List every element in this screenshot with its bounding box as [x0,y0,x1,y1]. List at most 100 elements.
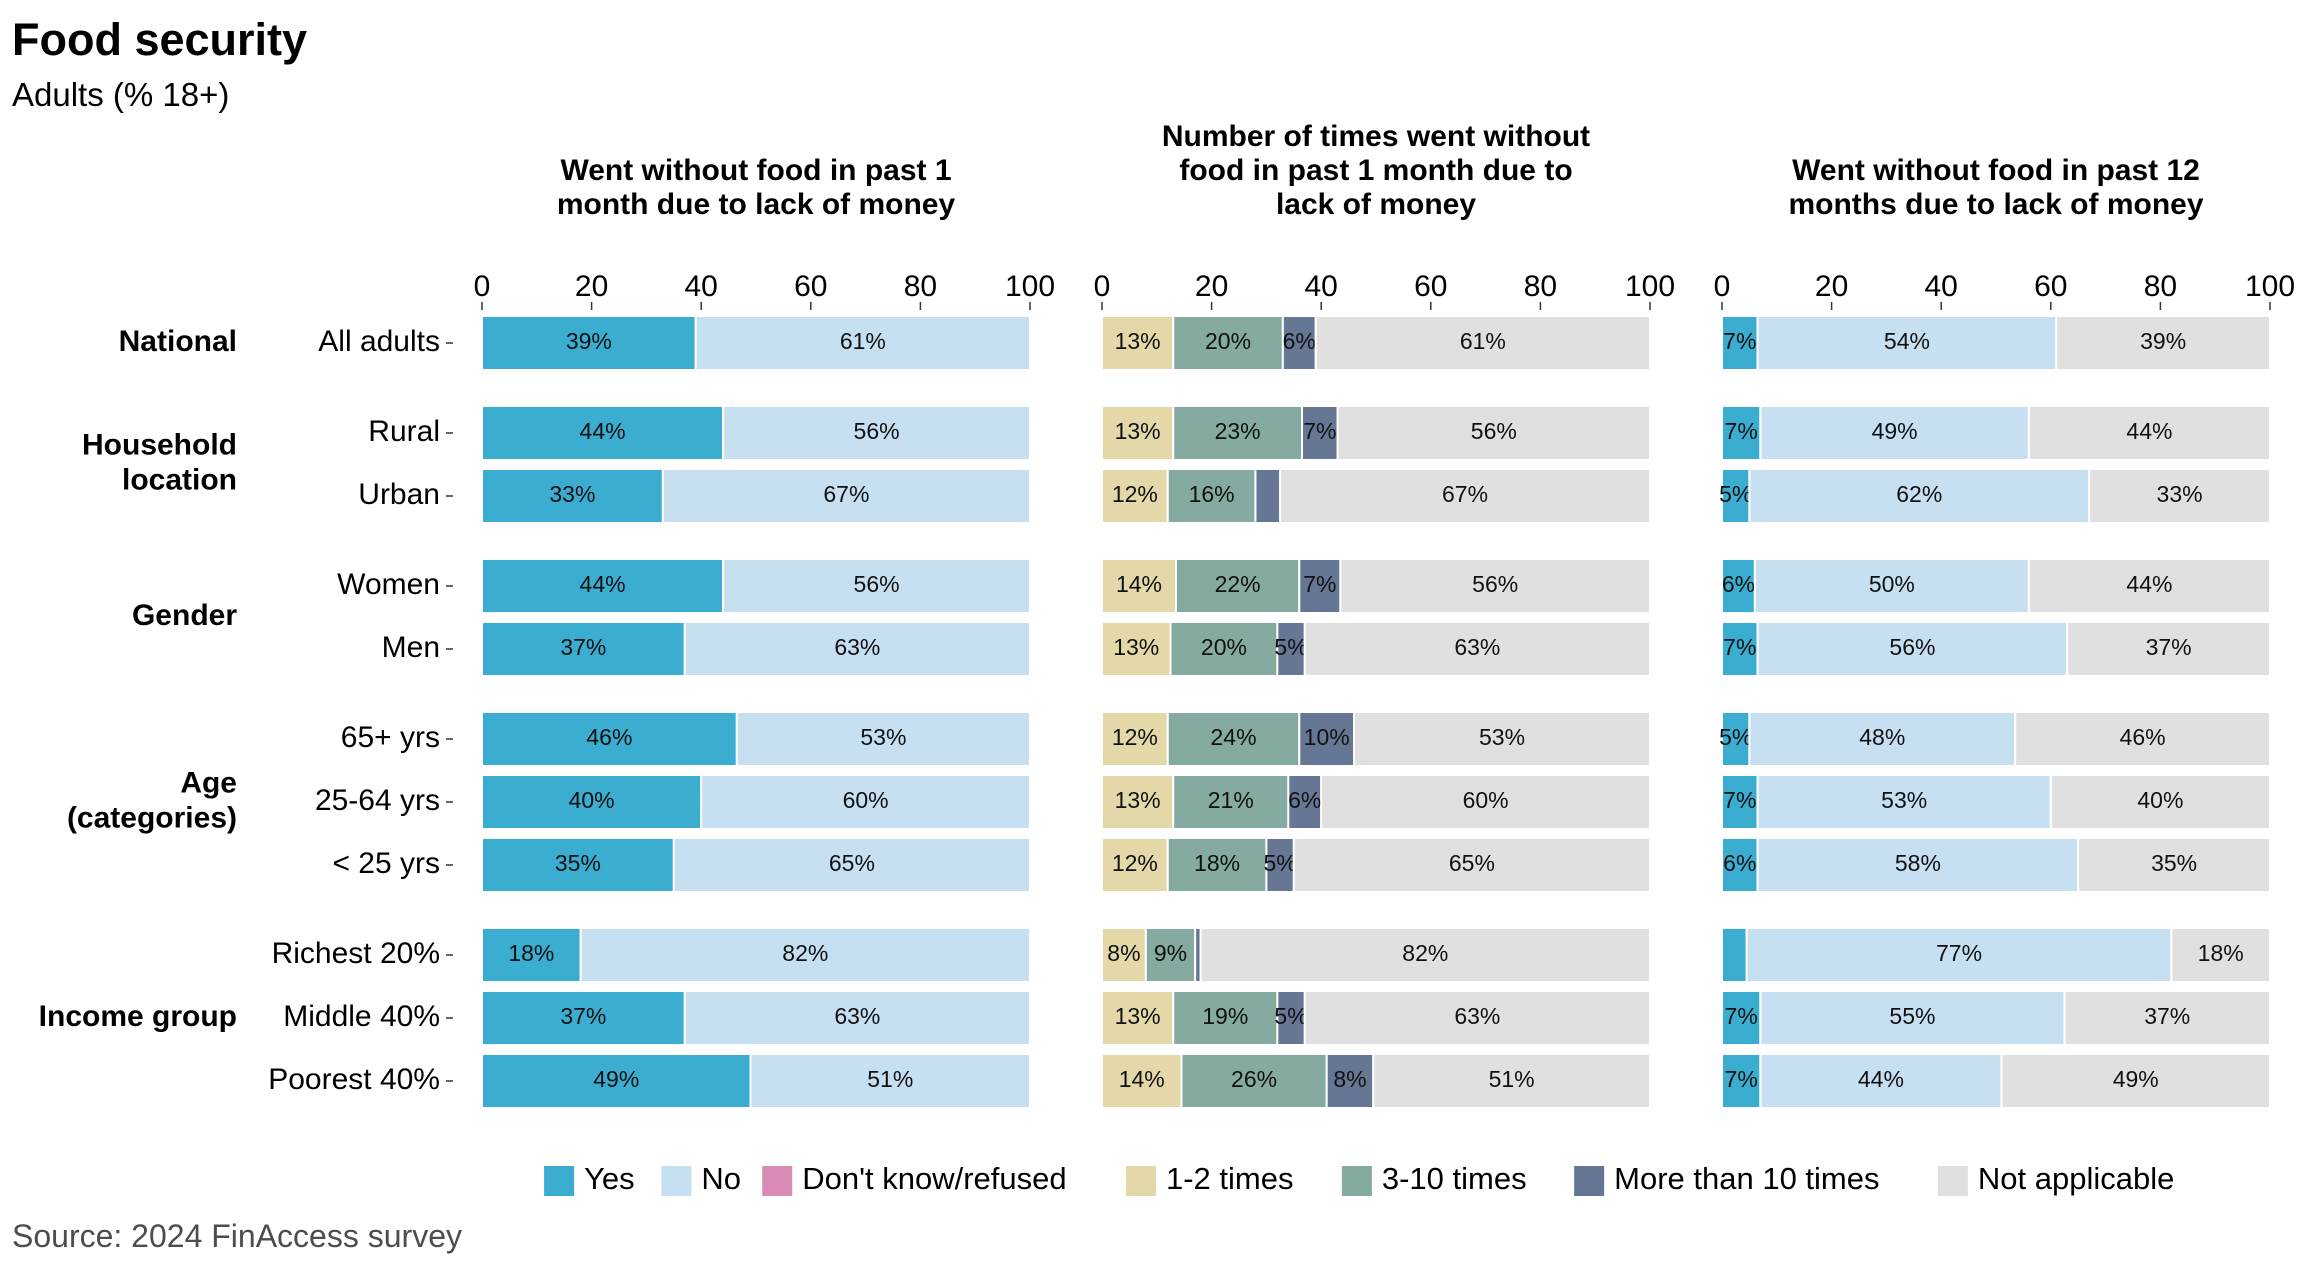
panel-title: Went without food in past 1 month due to … [557,154,956,221]
data-label: 53% [1479,724,1525,750]
bar-segment [481,837,675,893]
bar-segment [2014,711,2272,767]
chart-subtitle: Adults (% 18+) [12,76,230,113]
bar-segment [1759,990,2066,1046]
bar-segment [1753,558,2030,614]
bar-segment [1172,774,1290,830]
data-label: 13% [1115,1003,1161,1029]
bar-segment [2063,990,2271,1046]
bar-segment [2088,468,2271,524]
bar-segment [1265,837,1295,893]
data-label: 44% [580,571,626,597]
bar-segment [1298,711,1356,767]
data-label: 35% [2151,850,2197,876]
bar-segment [1101,774,1175,830]
bar-segment [1172,990,1279,1046]
data-label: 7% [1723,787,1756,813]
data-label: 58% [1895,850,1941,876]
data-label: 39% [566,328,612,354]
bar-segment [1756,315,2058,371]
axis-tick-label: 20 [575,270,608,303]
data-label: 44% [580,418,626,444]
bar-segment [1756,837,2080,893]
bar-segment [1303,621,1651,677]
bar-segment [2027,405,2271,461]
bar-segment [1166,711,1301,767]
axis-tick-label: 20 [1815,270,1848,303]
data-label: 5% [1274,634,1307,660]
bar-segment [1756,774,2052,830]
bar-segment [2000,1053,2271,1109]
data-label: 51% [867,1066,913,1092]
source-note: Source: 2024 FinAccess survey [12,1218,462,1254]
bar-segment [661,468,1032,524]
bar-segment [1353,711,1651,767]
data-label: 20% [1205,328,1251,354]
bar-segment [1287,774,1323,830]
category-label: < 25 yrs [332,847,440,880]
bar-segment [1174,558,1301,614]
legend-label: 1-2 times [1166,1161,1293,1196]
data-label: 14% [1116,571,1162,597]
data-label: 46% [2120,724,2166,750]
data-label: 13% [1115,328,1161,354]
data-label: 49% [2113,1066,2159,1092]
bar-segment [1166,837,1268,893]
legend-label: No [701,1161,741,1196]
axis-tick-label: 0 [1094,270,1111,303]
bar-segment [1748,468,2091,524]
data-label: 50% [1869,571,1915,597]
data-label: 37% [560,1003,606,1029]
axis-tick-label: 40 [1305,270,1338,303]
axis-tick-label: 20 [1195,270,1228,303]
legend-label: 3-10 times [1382,1161,1527,1196]
data-label: 24% [1210,724,1256,750]
data-label: 21% [1208,787,1254,813]
data-label: 49% [1872,418,1918,444]
bar-segment [481,1053,752,1109]
bar-segment [1745,927,2173,983]
data-label: 7% [1303,571,1336,597]
data-label: 56% [1471,418,1517,444]
bar-segment [1101,315,1175,371]
bar-segment [1101,1053,1183,1109]
bar-segment [700,774,1031,830]
bar-segment [1336,405,1651,461]
bar-segment [1199,927,1651,983]
legend-label: Don't know/refused [802,1161,1066,1196]
category-label: Urban [358,478,440,511]
category-label: Women [337,568,440,601]
legend-label: Yes [584,1161,635,1196]
data-label: 53% [1881,787,1927,813]
bar-segment [2027,558,2271,614]
data-label: 7% [1725,1003,1758,1029]
data-label: 20% [1201,634,1247,660]
data-label: 8% [1333,1066,1366,1092]
bar-segment [579,927,1031,983]
bar-segment [694,315,1031,371]
bar-segment [1759,405,2030,461]
bar-segment [1101,711,1169,767]
data-label: 13% [1115,787,1161,813]
group-label: Gender [132,599,237,632]
legend-label: More than 10 times [1614,1161,1879,1196]
data-label: 13% [1113,634,1159,660]
bar-segment [2049,774,2272,830]
data-label: 65% [1449,850,1495,876]
bar-segment [1314,315,1651,371]
data-label: 6% [1722,571,1755,597]
legend-label: Not applicable [1978,1161,2174,1196]
axis-tick-label: 40 [1925,270,1958,303]
panel-title: Went without food in past 12 months due t… [1788,154,2203,221]
legend-swatch [544,1166,575,1196]
bar-segment [481,621,686,677]
legend-swatch [1574,1166,1605,1196]
data-label: 44% [2126,571,2172,597]
bar-segment [1325,1053,1375,1109]
bar-segment [1144,927,1197,983]
data-label: 44% [1858,1066,1904,1092]
data-label: 6% [1283,328,1316,354]
category-label: All adults [318,325,440,358]
data-label: 46% [586,724,632,750]
data-label: 82% [782,940,828,966]
